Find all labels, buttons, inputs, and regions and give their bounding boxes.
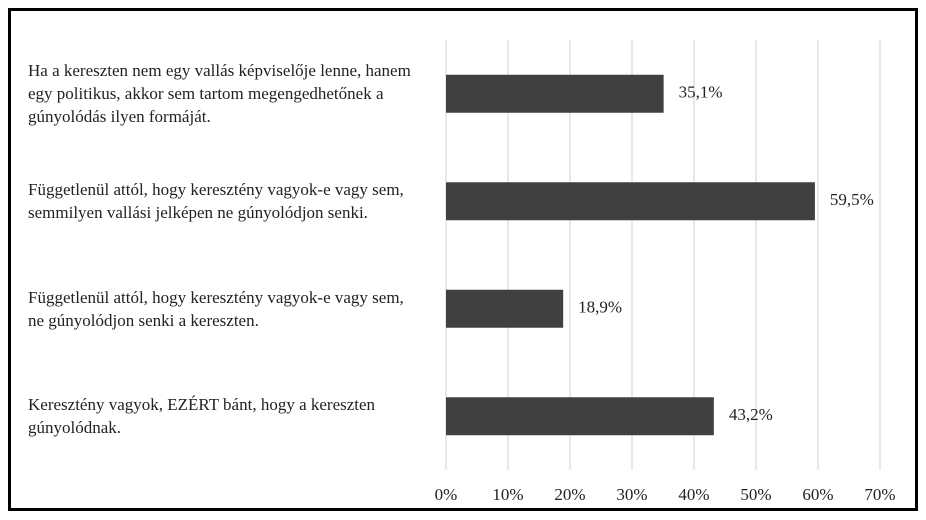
value-label: 35,1% (679, 83, 723, 102)
value-label: 18,9% (578, 298, 622, 317)
frame (8, 8, 918, 511)
bar (446, 74, 664, 113)
bar (446, 289, 564, 328)
x-tick-label: 40% (678, 485, 709, 504)
x-tick-label: 10% (492, 485, 523, 504)
category-label: Ha a kereszten nem egy vallás képviselőj… (28, 61, 411, 127)
x-tick-label: 30% (616, 485, 647, 504)
category-label: Függetlenül attól, hogy keresztény vagyo… (28, 287, 404, 330)
category-label: Keresztény vagyok, EZÉRT bánt, hogy a ke… (28, 395, 376, 438)
bar (446, 397, 714, 436)
x-tick-label: 0% (435, 485, 458, 504)
x-tick-label: 50% (740, 485, 771, 504)
x-tick-label: 70% (864, 485, 895, 504)
category-label: Függetlenül attól, hogy keresztény vagyo… (28, 180, 404, 223)
x-tick-label: 20% (554, 485, 585, 504)
bar (446, 182, 815, 221)
value-label: 43,2% (729, 405, 773, 424)
x-tick-label: 60% (802, 485, 833, 504)
value-label: 59,5% (830, 190, 874, 209)
